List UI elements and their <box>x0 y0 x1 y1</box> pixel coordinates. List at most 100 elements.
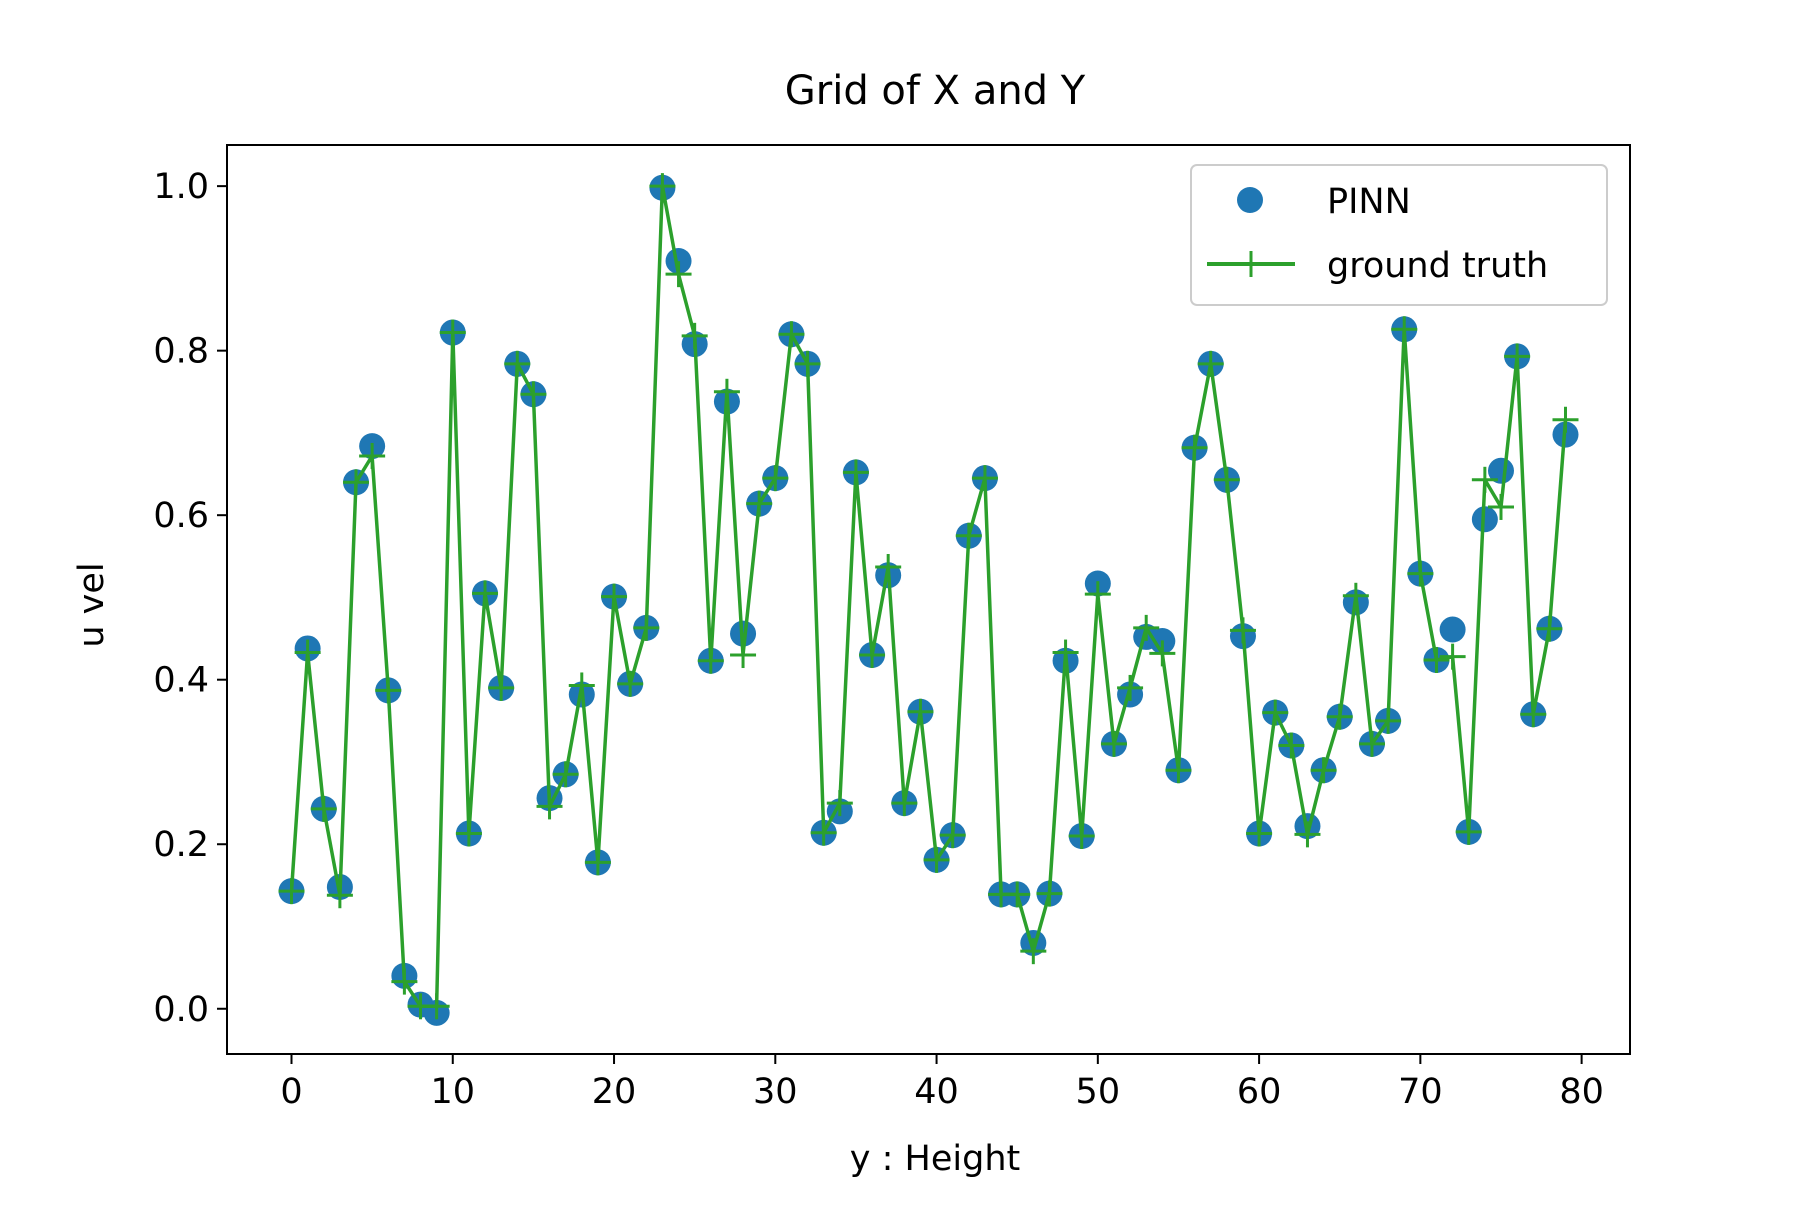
ground-truth-point <box>762 465 789 492</box>
ground-truth-point <box>923 846 950 873</box>
ground-truth-point <box>1294 821 1321 848</box>
ground-truth-point <box>1423 646 1450 673</box>
ground-truth-point <box>1262 699 1289 726</box>
plot-frame <box>226 144 1631 1055</box>
ground-truth-point <box>1020 938 1047 965</box>
ground-truth-point <box>423 993 450 1020</box>
pinn-point <box>1487 457 1514 484</box>
ground-truth-point <box>1036 880 1063 907</box>
ground-truth-point <box>971 465 998 492</box>
ground-truth-point <box>310 795 337 822</box>
y-tick-label: 0.4 <box>153 661 209 701</box>
ground-truth-point <box>1100 730 1127 757</box>
x-tick-label: 80 <box>1559 1072 1604 1112</box>
ground-truth-point <box>1407 560 1434 587</box>
ground-truth-point <box>826 790 853 817</box>
ground-truth-point <box>294 639 321 666</box>
pinn-point <box>1439 616 1466 643</box>
x-axis-ticks: 0 10 20 30 40 50 60 70 80 <box>280 1054 1604 1112</box>
x-tick-label: 20 <box>592 1072 637 1112</box>
ground-truth-point <box>713 378 740 405</box>
y-axis-ticks: 0.0 0.2 0.4 0.6 0.8 1.0 <box>153 167 227 1030</box>
ground-truth-point <box>681 322 708 349</box>
ground-truth-point <box>1391 316 1418 343</box>
legend-pinn-marker <box>1237 187 1263 213</box>
x-tick-label: 50 <box>1076 1072 1121 1112</box>
x-tick-label: 30 <box>753 1072 798 1112</box>
x-tick-label: 70 <box>1398 1072 1443 1112</box>
legend-ground-truth-label: ground truth <box>1327 246 1548 286</box>
y-tick-label: 0.6 <box>153 496 209 536</box>
ground-truth-point <box>1455 818 1482 845</box>
ground-truth-point <box>907 698 934 725</box>
ground-truth-point <box>617 670 644 697</box>
ground-truth-point <box>1246 820 1273 847</box>
ground-truth-point <box>359 442 386 469</box>
ground-truth-point <box>730 642 757 669</box>
ground-truth-point <box>842 459 869 486</box>
ground-truth-point <box>1149 640 1176 667</box>
ground-truth-point <box>520 381 547 408</box>
ground-truth-point <box>552 761 579 788</box>
ground-truth-point <box>455 820 482 847</box>
ground-truth-point <box>778 321 805 348</box>
chart-title: Grid of X and Y <box>785 68 1086 114</box>
ground-truth-point <box>810 819 837 846</box>
ground-truth-point <box>1052 639 1079 666</box>
ground-truth-point <box>1229 617 1256 644</box>
ground-truth-point <box>891 790 918 817</box>
ground-truth-point <box>649 173 676 200</box>
x-tick-label: 60 <box>1237 1072 1282 1112</box>
ground-truth-point <box>633 614 660 641</box>
ground-truth-point <box>1310 757 1337 784</box>
ground-truth-point <box>278 878 305 905</box>
x-tick-label: 40 <box>914 1072 959 1112</box>
x-axis-label: y : Height <box>850 1139 1020 1179</box>
y-tick-label: 0.0 <box>153 990 209 1030</box>
ground-truth-point <box>1068 823 1095 850</box>
ground-truth-point <box>1197 350 1224 377</box>
ground-truth-point <box>326 882 353 909</box>
ground-truth-point <box>665 261 692 288</box>
ground-truth-point <box>1133 614 1160 641</box>
ground-truth-point <box>1326 703 1353 730</box>
y-tick-label: 0.2 <box>153 825 209 865</box>
ground-truth-point <box>1165 757 1192 784</box>
pinn-point <box>1471 506 1498 533</box>
ground-truth-point <box>1358 730 1385 757</box>
ground-truth-point <box>343 469 370 496</box>
ground-truth-point <box>1487 493 1514 520</box>
ground-truth-point <box>568 672 595 699</box>
legend: PINN ground truth <box>1190 164 1608 306</box>
ground-truth-point <box>1552 406 1579 433</box>
ground-truth-point <box>601 583 628 610</box>
ground-truth-point <box>955 522 982 549</box>
ground-truth-point <box>439 319 466 346</box>
ground-truth-point <box>1375 707 1402 734</box>
ground-truth-point <box>939 822 966 849</box>
ground-truth-point <box>536 793 563 820</box>
ground-truth-point <box>794 350 821 377</box>
ground-truth-point <box>584 849 611 876</box>
ground-truth-point <box>697 647 724 674</box>
ground-truth-point <box>746 490 773 517</box>
y-tick-label: 1.0 <box>153 167 209 207</box>
ground-truth-point <box>504 350 531 377</box>
ground-truth-point <box>1004 881 1031 908</box>
ground-truth-point <box>1084 581 1111 608</box>
ground-truth-point <box>1439 643 1466 670</box>
ground-truth-point <box>859 642 886 669</box>
ground-truth-point <box>472 580 499 607</box>
ground-truth-point <box>1181 434 1208 461</box>
ground-truth-point <box>1213 466 1240 493</box>
ground-truth-point <box>1342 582 1369 609</box>
legend-pinn-label: PINN <box>1327 182 1411 222</box>
x-tick-label: 0 <box>280 1072 302 1112</box>
ground-truth-point <box>1536 615 1563 642</box>
plot-area <box>278 173 1579 1026</box>
ground-truth-point <box>1471 466 1498 493</box>
pinn-point <box>665 247 692 274</box>
ground-truth-point <box>1278 732 1305 759</box>
ground-truth-point <box>488 674 515 701</box>
